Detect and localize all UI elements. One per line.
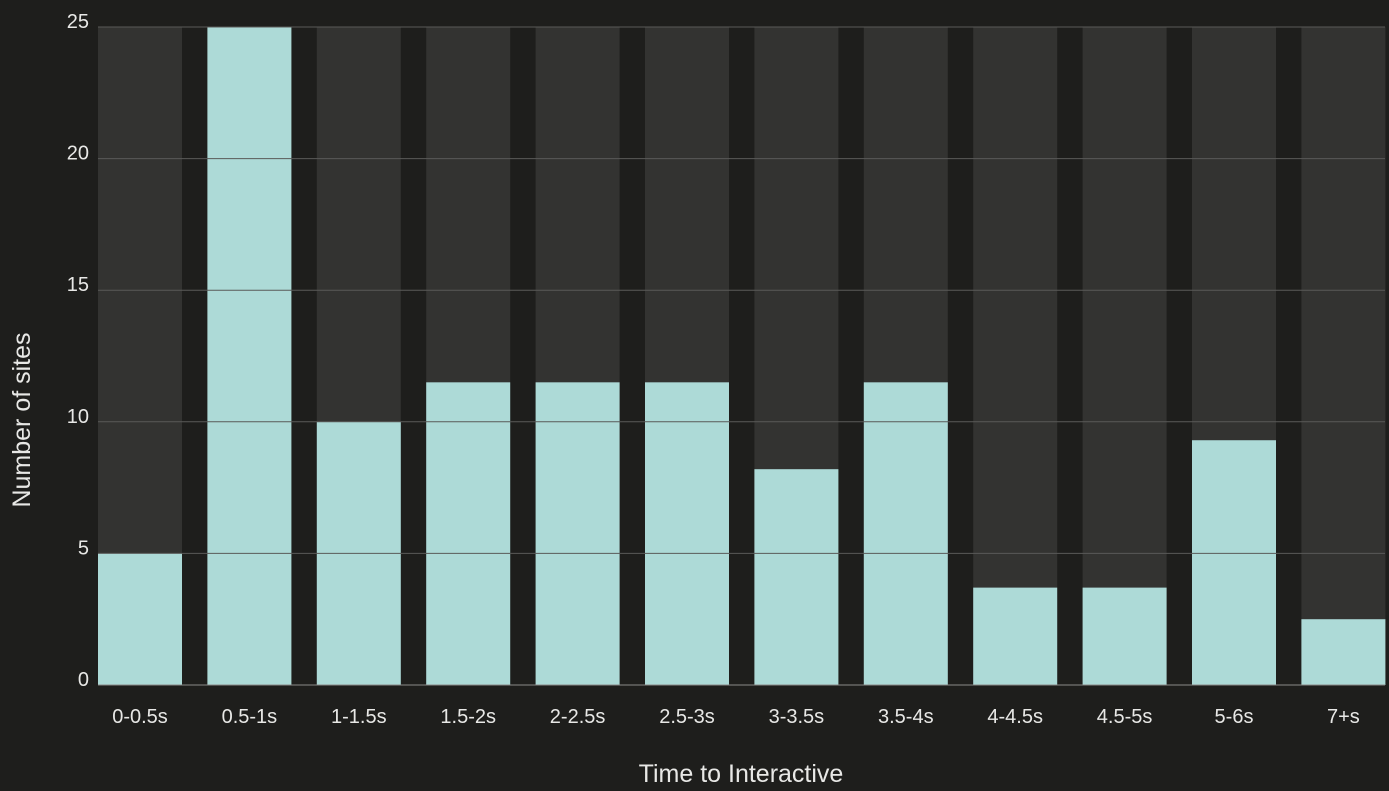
x-tick-label: 1-1.5s (331, 706, 387, 728)
y-tick-label: 10 (67, 406, 89, 428)
bar-track (1082, 27, 1167, 685)
bar-0.5-1s (207, 27, 292, 685)
y-tick-label: 15 (67, 274, 89, 296)
bar-1.5-2s (426, 382, 511, 685)
bar-3-3.5s (754, 469, 839, 685)
x-tick-label: 0-0.5s (112, 706, 168, 728)
x-tick-label: 3-3.5s (769, 706, 825, 728)
x-tick-label: 5-6s (1215, 706, 1254, 728)
y-tick-label: 0 (78, 669, 89, 691)
y-tick-label: 5 (78, 537, 89, 559)
bars (98, 27, 1386, 685)
y-axis-label: Number of sites (8, 332, 36, 507)
x-axis-label: Time to Interactive (639, 760, 844, 786)
x-tick-label: 4-4.5s (987, 706, 1043, 728)
gridlines (98, 26, 1385, 686)
bar-3.5-4s (863, 382, 948, 685)
x-tick-label: 0.5-1s (222, 706, 278, 728)
y-tick-label: 25 (67, 11, 89, 33)
bar-5-6s (1192, 440, 1276, 685)
x-tick-label: 2-2.5s (550, 706, 606, 728)
y-tick-label: 20 (67, 143, 89, 165)
x-tick-label: 3.5-4s (878, 706, 934, 728)
y-tick-labels: 0 5 10 15 20 25 (67, 11, 89, 691)
x-tick-label: 7+s (1327, 706, 1360, 728)
bar-track (973, 27, 1058, 685)
x-tick-label: 2.5-3s (659, 706, 715, 728)
x-tick-label: 1.5-2s (440, 706, 496, 728)
bar-track (1301, 27, 1386, 685)
bar-2.5-3s (645, 382, 729, 685)
bar-0-0.5s (98, 553, 182, 685)
x-tick-label: 4.5-5s (1097, 706, 1153, 728)
bar-4.5-5s (1082, 587, 1167, 685)
x-tick-labels: 0-0.5s 0.5-1s 1-1.5s 1.5-2s 2-2.5s 2.5-3s 3-3.… (112, 706, 1360, 728)
bar-7+s (1301, 619, 1386, 685)
bar-4-4.5s (973, 587, 1058, 685)
bar-2-2.5s (535, 382, 620, 685)
